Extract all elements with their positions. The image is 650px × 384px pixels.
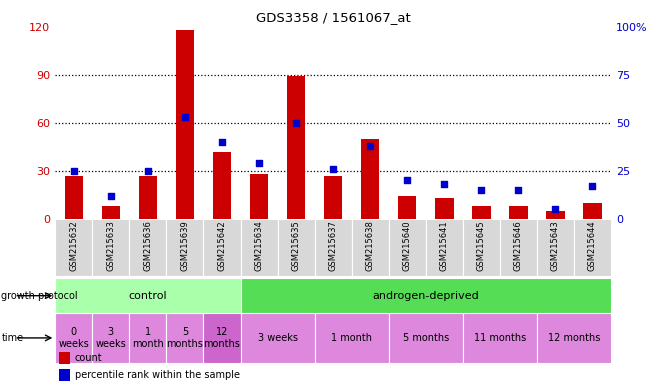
Bar [138, 176, 157, 219]
Point [476, 187, 486, 193]
Text: growth protocol: growth protocol [1, 291, 78, 301]
Point [69, 168, 79, 174]
Point [439, 181, 450, 187]
Text: percentile rank within the sample: percentile rank within the sample [75, 370, 240, 380]
FancyBboxPatch shape [92, 313, 129, 363]
FancyBboxPatch shape [55, 219, 92, 276]
FancyBboxPatch shape [55, 313, 92, 363]
Text: GSM215646: GSM215646 [514, 220, 523, 271]
FancyBboxPatch shape [352, 219, 389, 276]
FancyBboxPatch shape [463, 219, 500, 276]
FancyBboxPatch shape [166, 313, 203, 363]
Text: 12 months: 12 months [548, 333, 600, 343]
FancyBboxPatch shape [240, 278, 611, 313]
Text: 5 months: 5 months [402, 333, 449, 343]
FancyBboxPatch shape [240, 313, 315, 363]
Point [291, 120, 301, 126]
Text: time: time [1, 333, 23, 343]
FancyBboxPatch shape [92, 219, 129, 276]
FancyBboxPatch shape [426, 219, 463, 276]
Bar [213, 152, 231, 219]
Bar [361, 139, 380, 219]
Text: GSM215634: GSM215634 [255, 220, 263, 271]
Text: control: control [129, 291, 167, 301]
Bar [398, 197, 417, 219]
Point [216, 139, 228, 145]
FancyBboxPatch shape [574, 219, 611, 276]
Bar [250, 174, 268, 219]
Text: count: count [75, 353, 103, 363]
Bar [435, 198, 454, 219]
FancyBboxPatch shape [240, 219, 278, 276]
FancyBboxPatch shape [129, 219, 166, 276]
Text: androgen-deprived: androgen-deprived [372, 291, 479, 301]
FancyBboxPatch shape [166, 219, 203, 276]
Text: 0
weeks: 0 weeks [58, 327, 89, 349]
FancyBboxPatch shape [537, 219, 574, 276]
Title: GDS3358 / 1561067_at: GDS3358 / 1561067_at [255, 11, 411, 24]
Bar [583, 203, 602, 219]
Text: 1
month: 1 month [132, 327, 164, 349]
Bar [101, 206, 120, 219]
Text: 11 months: 11 months [474, 333, 526, 343]
Bar [324, 176, 343, 219]
Text: 5
months: 5 months [166, 327, 203, 349]
Text: GSM215637: GSM215637 [329, 220, 337, 271]
Text: 12
months: 12 months [203, 327, 240, 349]
Bar [472, 206, 491, 219]
FancyBboxPatch shape [537, 313, 611, 363]
FancyBboxPatch shape [463, 313, 537, 363]
FancyBboxPatch shape [500, 219, 537, 276]
Text: GSM215636: GSM215636 [144, 220, 152, 271]
Text: GSM215644: GSM215644 [588, 220, 597, 271]
FancyBboxPatch shape [278, 219, 315, 276]
Text: GSM215638: GSM215638 [366, 220, 374, 271]
Bar [546, 211, 565, 219]
Bar [176, 30, 194, 219]
FancyBboxPatch shape [389, 313, 463, 363]
Point [105, 193, 116, 199]
FancyBboxPatch shape [315, 313, 389, 363]
Text: GSM215639: GSM215639 [181, 220, 189, 271]
FancyBboxPatch shape [203, 313, 240, 363]
Text: GSM215633: GSM215633 [107, 220, 115, 271]
Bar [287, 76, 305, 219]
FancyBboxPatch shape [389, 219, 426, 276]
Point [587, 183, 597, 189]
Text: GSM215643: GSM215643 [551, 220, 560, 271]
Bar [64, 176, 83, 219]
FancyBboxPatch shape [55, 278, 240, 313]
Point [179, 114, 190, 120]
Text: 1 month: 1 month [331, 333, 372, 343]
Point [328, 166, 338, 172]
Text: 3 weeks: 3 weeks [257, 333, 298, 343]
Text: GSM215642: GSM215642 [218, 220, 226, 271]
Point [143, 168, 153, 174]
Point [514, 187, 524, 193]
Point [365, 143, 375, 149]
Point [402, 177, 413, 184]
FancyBboxPatch shape [129, 313, 166, 363]
Text: GSM215635: GSM215635 [292, 220, 300, 271]
Text: 3
weeks: 3 weeks [96, 327, 126, 349]
Point [550, 206, 560, 212]
Text: GSM215632: GSM215632 [70, 220, 78, 271]
FancyBboxPatch shape [315, 219, 352, 276]
Text: GSM215640: GSM215640 [403, 220, 411, 271]
Bar [509, 206, 528, 219]
FancyBboxPatch shape [203, 219, 240, 276]
Text: GSM215641: GSM215641 [440, 220, 448, 271]
Text: GSM215645: GSM215645 [477, 220, 486, 271]
Point [254, 160, 264, 166]
